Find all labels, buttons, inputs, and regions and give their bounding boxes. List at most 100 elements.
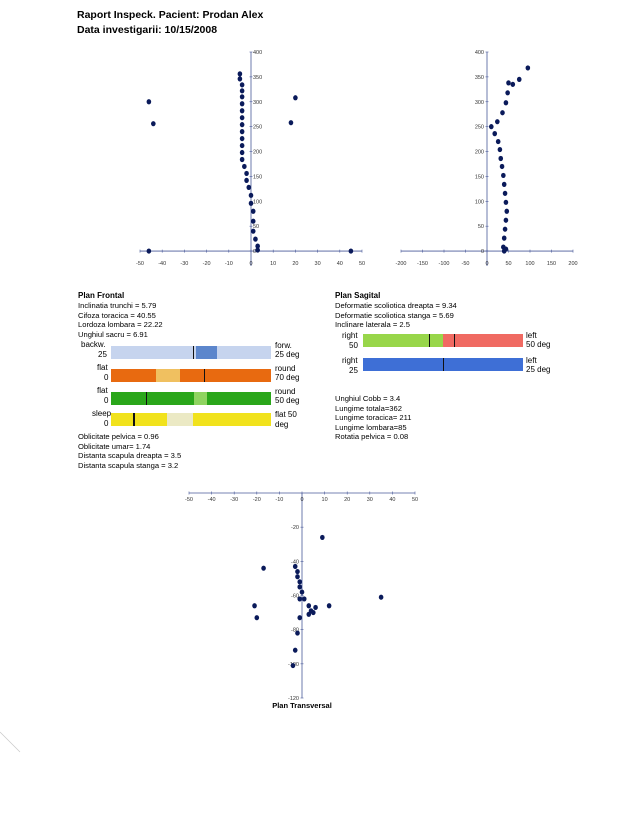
y-tick-label: 300 bbox=[475, 100, 484, 106]
y-tick-label: 350 bbox=[253, 75, 262, 81]
gauge-right-top-label: round bbox=[275, 364, 296, 373]
x-tick-label: 10 bbox=[322, 497, 328, 503]
data-point bbox=[489, 124, 494, 130]
data-point bbox=[239, 135, 245, 142]
gauge-marker bbox=[146, 392, 148, 405]
gauge-segment bbox=[195, 346, 217, 359]
data-point bbox=[239, 82, 245, 88]
gauge-right-bottom-label: 50 deg bbox=[275, 396, 300, 405]
y-tick-label: 350 bbox=[475, 75, 484, 81]
gauge-left-top-label: right bbox=[342, 331, 358, 340]
gauge-left-top-label: flat bbox=[97, 363, 108, 372]
y-tick-label: 250 bbox=[475, 125, 484, 131]
frontal-scatter-chart: -50 -40 -30 -20 -10 0 10 20 30 40 50 0 50 100 150 200 25… bbox=[136, 50, 365, 267]
x-tick-label: -200 bbox=[395, 261, 406, 267]
data-point bbox=[297, 584, 303, 590]
y-tick-label: -20 bbox=[291, 525, 299, 531]
data-point bbox=[320, 534, 325, 541]
measure-line: Lungime lombara=85 bbox=[335, 422, 407, 432]
data-point bbox=[253, 236, 258, 242]
measure-line: Distanta scapula stanga = 3.2 bbox=[78, 460, 179, 470]
scan-artifact bbox=[0, 731, 21, 753]
data-point bbox=[248, 200, 254, 206]
gauge-segment bbox=[207, 392, 271, 405]
y-tick-label: -120 bbox=[288, 696, 299, 702]
x-tick-label: 0 bbox=[485, 261, 488, 267]
data-point bbox=[297, 579, 303, 585]
measure-line: Oblicitate umar= 1.74 bbox=[78, 441, 151, 451]
data-point bbox=[516, 76, 522, 82]
data-point bbox=[501, 235, 507, 241]
data-point bbox=[248, 192, 254, 198]
x-tick-label: 150 bbox=[547, 261, 556, 267]
measure-line: Oblicitate pelvica = 0.96 bbox=[78, 432, 159, 441]
measure-line: Cifoza toracica = 40.55 bbox=[78, 310, 156, 320]
data-point bbox=[254, 615, 260, 621]
gauge-segment bbox=[443, 334, 523, 347]
x-tick-label: 40 bbox=[389, 497, 395, 503]
data-point bbox=[151, 121, 156, 127]
measure-line: Inclinare laterala = 2.5 bbox=[335, 320, 410, 329]
data-point bbox=[250, 208, 256, 214]
plan-frontal-heading: Plan Frontal bbox=[78, 291, 125, 300]
gauge-segment bbox=[111, 392, 195, 405]
measure-line: Lungime totala=362 bbox=[335, 403, 402, 413]
plan-frontal-extra-measures: Oblicitate pelvica = 0.96 Oblicitate uma… bbox=[78, 432, 181, 470]
x-tick-label: 200 bbox=[568, 261, 577, 267]
gauge-left-bottom-label: 25 bbox=[98, 350, 107, 359]
report-date: Data investigarii: 10/15/2008 bbox=[77, 24, 218, 36]
data-point bbox=[239, 101, 245, 107]
gauge-marker bbox=[192, 346, 194, 359]
gauge-left-bottom-label: 0 bbox=[104, 419, 109, 428]
measure-line: Distanta scapula dreapta = 3.5 bbox=[78, 451, 182, 460]
gauge-right-top-label: left bbox=[526, 356, 537, 365]
data-point bbox=[295, 630, 300, 636]
data-point bbox=[244, 177, 249, 183]
sagittal-scatter-chart: -200 -150 -100 -50 0 50 100 150 200 0 50 100 150 200 2… bbox=[395, 50, 577, 267]
measure-line: Lungime toracica= 211 bbox=[335, 413, 412, 422]
data-point bbox=[244, 170, 249, 177]
gauge-right-top-label: flat 50 bbox=[275, 410, 297, 419]
gauge-left-top-label: right bbox=[342, 356, 358, 365]
gauge-segment bbox=[167, 413, 193, 426]
data-point bbox=[239, 156, 245, 163]
y-tick-label: 300 bbox=[253, 100, 262, 106]
x-tick-label: 30 bbox=[367, 497, 373, 503]
data-point bbox=[503, 199, 509, 205]
data-point bbox=[239, 122, 245, 128]
x-tick-label: 50 bbox=[359, 261, 365, 267]
y-tick-label: 200 bbox=[475, 150, 484, 156]
measure-line: Rotatia pelvica = 0.08 bbox=[335, 432, 409, 441]
y-tick-label: 0 bbox=[253, 249, 256, 255]
data-point bbox=[348, 248, 354, 254]
x-tick-label: -40 bbox=[158, 261, 166, 267]
data-point bbox=[501, 181, 507, 187]
y-tick-label: 400 bbox=[253, 50, 262, 56]
measure-line: Unghiul Cobb = 3.4 bbox=[335, 394, 401, 403]
data-point bbox=[239, 149, 245, 156]
data-point bbox=[504, 208, 510, 214]
x-tick-label: 100 bbox=[525, 261, 534, 267]
y-tick-label: 200 bbox=[253, 150, 262, 156]
gauge-left-bottom-label: 0 bbox=[104, 396, 109, 405]
data-point bbox=[292, 563, 298, 570]
y-tick-label: 100 bbox=[253, 199, 262, 205]
chart-title: Plan Transversal bbox=[272, 701, 332, 710]
y-tick-label: 0 bbox=[481, 249, 484, 255]
gauge-segment bbox=[192, 413, 271, 426]
data-point bbox=[378, 594, 384, 600]
y-tick-label: -80 bbox=[291, 628, 299, 634]
data-point bbox=[297, 596, 303, 602]
data-point bbox=[237, 71, 243, 77]
data-point bbox=[502, 190, 508, 196]
y-tick-label: 150 bbox=[253, 174, 262, 180]
gauge-right-top-label: forw. bbox=[275, 341, 292, 350]
data-point bbox=[239, 129, 245, 135]
data-point bbox=[299, 589, 305, 595]
gauge-left-top-label: backw. bbox=[81, 340, 106, 349]
x-tick-label: -100 bbox=[438, 261, 449, 267]
gauge-segment bbox=[155, 369, 180, 382]
gauge-right-bottom-label: 25 deg bbox=[275, 350, 300, 359]
y-tick-label: -60 bbox=[291, 594, 299, 600]
data-point bbox=[146, 248, 152, 254]
